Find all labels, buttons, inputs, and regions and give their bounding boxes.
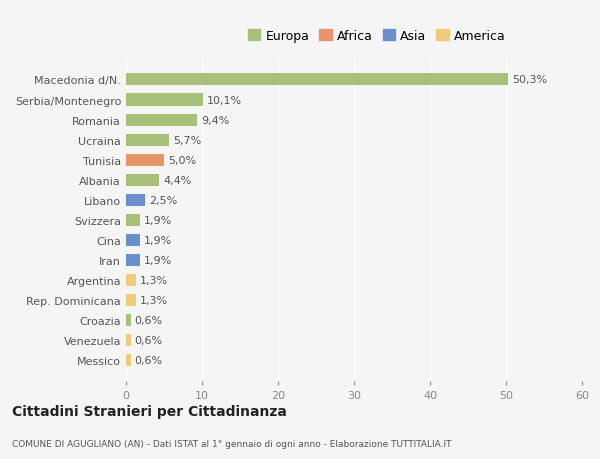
Text: 9,4%: 9,4% xyxy=(201,115,230,125)
Text: 50,3%: 50,3% xyxy=(512,75,547,85)
Bar xyxy=(126,114,197,126)
Text: 0,6%: 0,6% xyxy=(134,355,163,365)
Text: 1,9%: 1,9% xyxy=(144,215,172,225)
Text: 1,9%: 1,9% xyxy=(144,235,172,245)
Text: 1,9%: 1,9% xyxy=(144,255,172,265)
Bar xyxy=(126,74,508,86)
Text: 5,7%: 5,7% xyxy=(173,135,202,146)
Text: 1,3%: 1,3% xyxy=(140,295,168,305)
Bar xyxy=(126,235,140,246)
Text: 1,3%: 1,3% xyxy=(140,275,168,285)
Text: 2,5%: 2,5% xyxy=(149,196,177,205)
Bar xyxy=(126,294,136,306)
Bar xyxy=(126,354,131,366)
Bar xyxy=(126,134,169,146)
Bar xyxy=(126,214,140,226)
Text: Cittadini Stranieri per Cittadinanza: Cittadini Stranieri per Cittadinanza xyxy=(12,404,287,419)
Bar xyxy=(126,174,160,186)
Bar xyxy=(126,254,140,266)
Bar xyxy=(126,94,203,106)
Text: COMUNE DI AGUGLIANO (AN) - Dati ISTAT al 1° gennaio di ogni anno - Elaborazione : COMUNE DI AGUGLIANO (AN) - Dati ISTAT al… xyxy=(12,439,452,448)
Legend: Europa, Africa, Asia, America: Europa, Africa, Asia, America xyxy=(245,28,508,45)
Text: 5,0%: 5,0% xyxy=(168,155,196,165)
Bar xyxy=(126,274,136,286)
Bar xyxy=(126,194,145,206)
Text: 0,6%: 0,6% xyxy=(134,315,163,325)
Bar xyxy=(126,154,164,166)
Bar xyxy=(126,334,131,347)
Bar xyxy=(126,314,131,326)
Text: 0,6%: 0,6% xyxy=(134,336,163,345)
Text: 10,1%: 10,1% xyxy=(206,95,242,105)
Text: 4,4%: 4,4% xyxy=(163,175,191,185)
